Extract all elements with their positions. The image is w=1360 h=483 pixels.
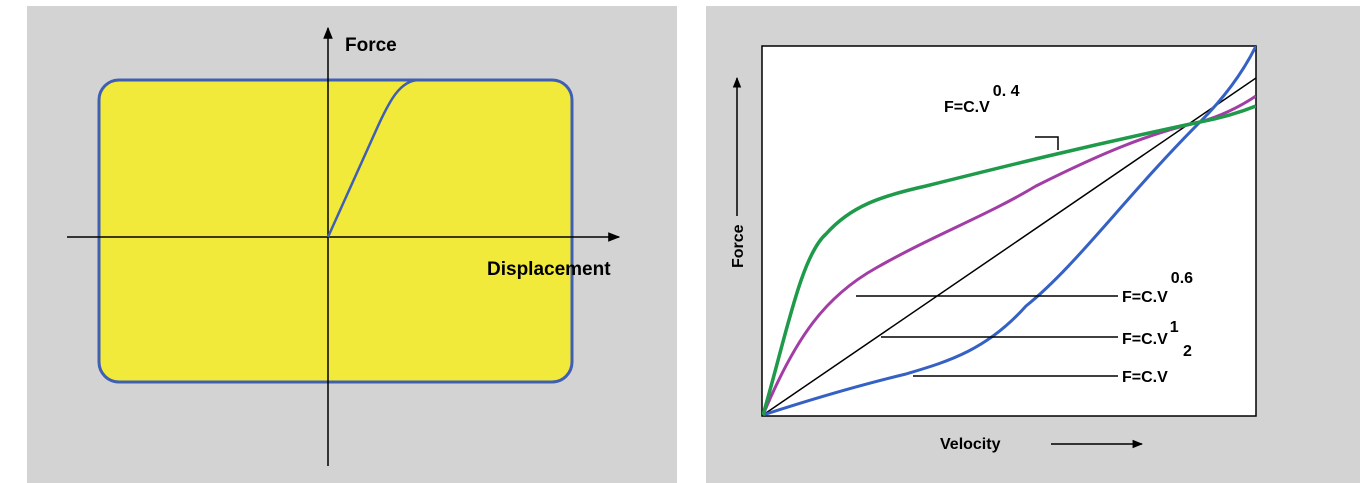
x-axis-label: Displacement: [487, 259, 611, 280]
label-power-0-6: F=C.V0.6: [1122, 270, 1193, 306]
curve-power-0-4: [762, 104, 1256, 416]
force-velocity-panel: F=C.V0. 4 F=C.V0.6 F=C.V1 2 F=C.V Force …: [706, 6, 1360, 483]
label-power-1: F=C.V1: [1122, 319, 1179, 348]
label-exponent: 1: [1170, 319, 1179, 336]
label-power-0-4: F=C.V0. 4: [944, 83, 1020, 116]
label-exponent: 0. 4: [993, 83, 1020, 100]
label-power-2: F=C.V: [1122, 369, 1168, 386]
y-axis-label: Force: [730, 224, 747, 268]
loading-curve: [326, 78, 420, 238]
force-displacement-diagram: Force Displacement: [67, 26, 621, 466]
label-power-2-subscript: 2: [1183, 343, 1192, 360]
x-axis-label: Velocity: [940, 436, 1001, 453]
force-displacement-panel: Force Displacement: [27, 6, 677, 483]
curve-power-2: [762, 46, 1256, 416]
curve-linear: [762, 77, 1256, 416]
label-exponent: 0.6: [1171, 270, 1193, 287]
hysteresis-loop: [97, 78, 574, 384]
label-base: F=C.V: [944, 99, 990, 116]
label-base: F=C.V: [1122, 331, 1168, 348]
leader-line-power-0-4: [1035, 136, 1059, 150]
force-velocity-chart: F=C.V0. 4 F=C.V0.6 F=C.V1 2 F=C.V Force …: [730, 45, 1257, 453]
label-base: F=C.V: [1122, 289, 1168, 306]
y-axis-label: Force: [345, 35, 397, 56]
plot-area: [761, 45, 1257, 417]
curves-group: [762, 46, 1256, 416]
